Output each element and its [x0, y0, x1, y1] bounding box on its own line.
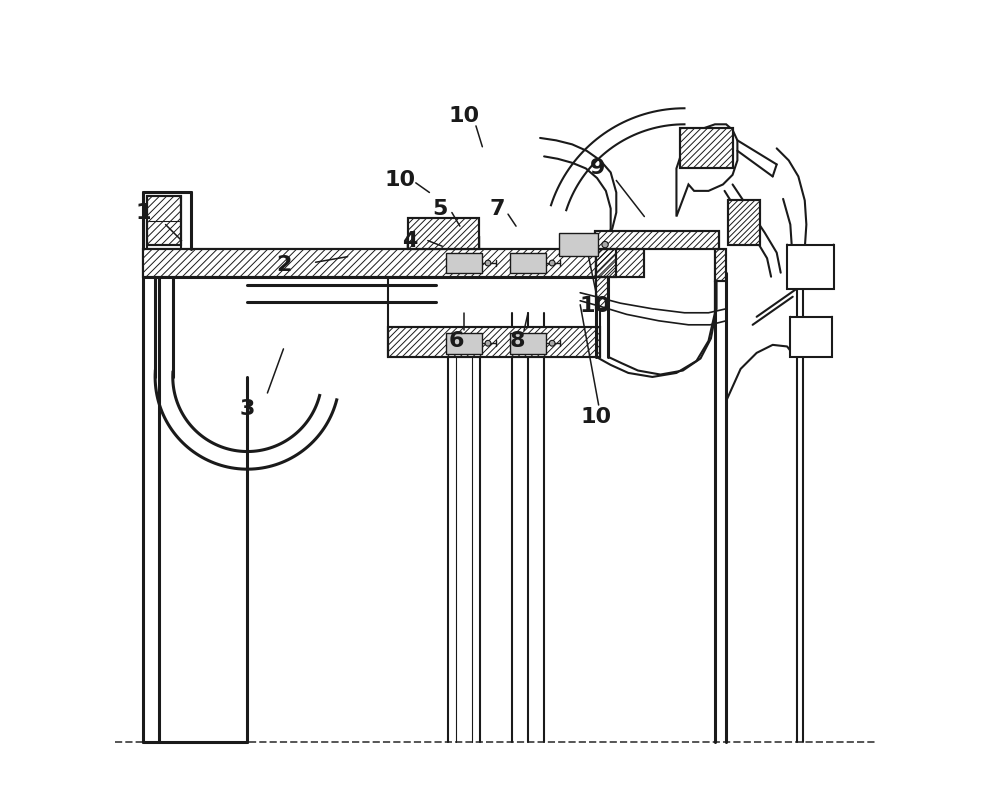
- Bar: [147, 196, 181, 245]
- Circle shape: [485, 340, 491, 346]
- Bar: [408, 218, 479, 249]
- Text: 6: 6: [448, 331, 464, 350]
- Bar: [596, 249, 616, 277]
- Bar: [596, 249, 616, 277]
- Text: 5: 5: [432, 199, 448, 218]
- Bar: [715, 249, 726, 281]
- Bar: [388, 327, 600, 357]
- Bar: [510, 253, 546, 273]
- Text: 10: 10: [581, 407, 612, 427]
- Text: 10: 10: [384, 171, 415, 190]
- Bar: [790, 317, 832, 357]
- Bar: [728, 200, 760, 245]
- Bar: [596, 277, 608, 309]
- Circle shape: [549, 340, 555, 346]
- Polygon shape: [676, 124, 737, 217]
- Bar: [596, 249, 644, 277]
- Text: 8: 8: [510, 331, 525, 350]
- Bar: [559, 233, 598, 256]
- Bar: [787, 245, 834, 289]
- Bar: [596, 277, 608, 309]
- Bar: [147, 196, 181, 245]
- Bar: [510, 333, 546, 354]
- Bar: [143, 249, 596, 277]
- Circle shape: [485, 260, 491, 266]
- Circle shape: [549, 260, 555, 266]
- Bar: [408, 218, 479, 249]
- Bar: [446, 333, 482, 354]
- Bar: [680, 128, 733, 168]
- Bar: [728, 200, 760, 245]
- Text: 1: 1: [135, 203, 151, 222]
- Text: 9: 9: [590, 159, 606, 178]
- Text: 10: 10: [448, 107, 479, 126]
- Bar: [680, 128, 733, 168]
- Bar: [715, 249, 726, 281]
- Circle shape: [602, 241, 608, 248]
- Bar: [595, 231, 719, 249]
- Text: 10: 10: [579, 297, 610, 316]
- Bar: [595, 231, 719, 249]
- Bar: [446, 253, 482, 273]
- Bar: [596, 249, 644, 277]
- Text: 4: 4: [402, 231, 418, 250]
- Bar: [388, 327, 600, 357]
- Text: 7: 7: [490, 199, 505, 218]
- Text: 2: 2: [276, 255, 291, 274]
- Bar: [143, 249, 596, 277]
- Text: 3: 3: [240, 399, 255, 419]
